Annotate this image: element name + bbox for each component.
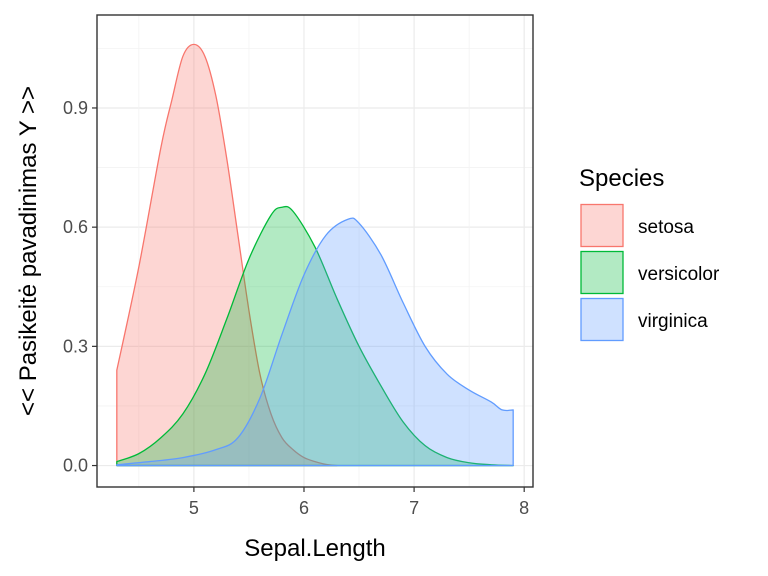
- legend-key-bg: [580, 204, 624, 247]
- plot-panel: [97, 15, 533, 487]
- legend-label-versicolor: versicolor: [638, 264, 720, 285]
- legend-key-bg: [580, 298, 624, 341]
- x-tick-label: 6: [299, 498, 309, 518]
- legend-key-versicolor: [580, 250, 624, 295]
- axes-layer: 0.0 0.3 0.6 0.9 5 6 7 8: [63, 14, 534, 518]
- y-tick-label: 0.6: [63, 217, 88, 237]
- legend: Species setosa versicolor virginica: [579, 165, 720, 342]
- x-tick-label: 5: [189, 498, 199, 518]
- legend-label-setosa: setosa: [638, 217, 694, 238]
- y-tick-label: 0.0: [63, 456, 88, 476]
- legend-key-setosa: [580, 203, 624, 248]
- y-tick-label: 0.3: [63, 336, 88, 356]
- legend-label-virginica: virginica: [638, 311, 708, 332]
- x-tick-label: 8: [519, 498, 529, 518]
- density-area-versicolor: [116, 205, 514, 467]
- x-axis-title: Sepal.Length: [244, 535, 385, 562]
- series-layer: [116, 43, 514, 467]
- y-tick-label: 0.9: [63, 98, 88, 118]
- panel-border: [96, 14, 534, 488]
- legend-title: Species: [579, 165, 664, 192]
- y-axis-title: << Pasikeitė pavadinimas Y >>: [15, 86, 42, 416]
- x-tick-label: 7: [409, 498, 419, 518]
- density-area-setosa: [116, 43, 338, 467]
- legend-key-bg: [580, 251, 624, 294]
- legend-key-virginica: [580, 297, 624, 342]
- density-area-virginica: [116, 217, 514, 467]
